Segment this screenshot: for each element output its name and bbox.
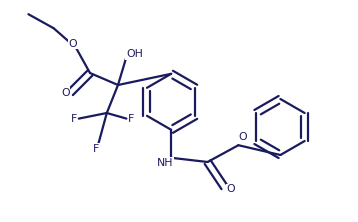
Text: O: O: [238, 132, 247, 142]
Text: O: O: [69, 39, 77, 49]
Text: O: O: [61, 88, 70, 98]
Text: F: F: [71, 114, 77, 124]
Text: F: F: [128, 114, 135, 124]
Text: F: F: [93, 144, 100, 154]
Text: O: O: [226, 184, 235, 194]
Text: NH: NH: [157, 158, 173, 168]
Text: OH: OH: [126, 49, 143, 59]
